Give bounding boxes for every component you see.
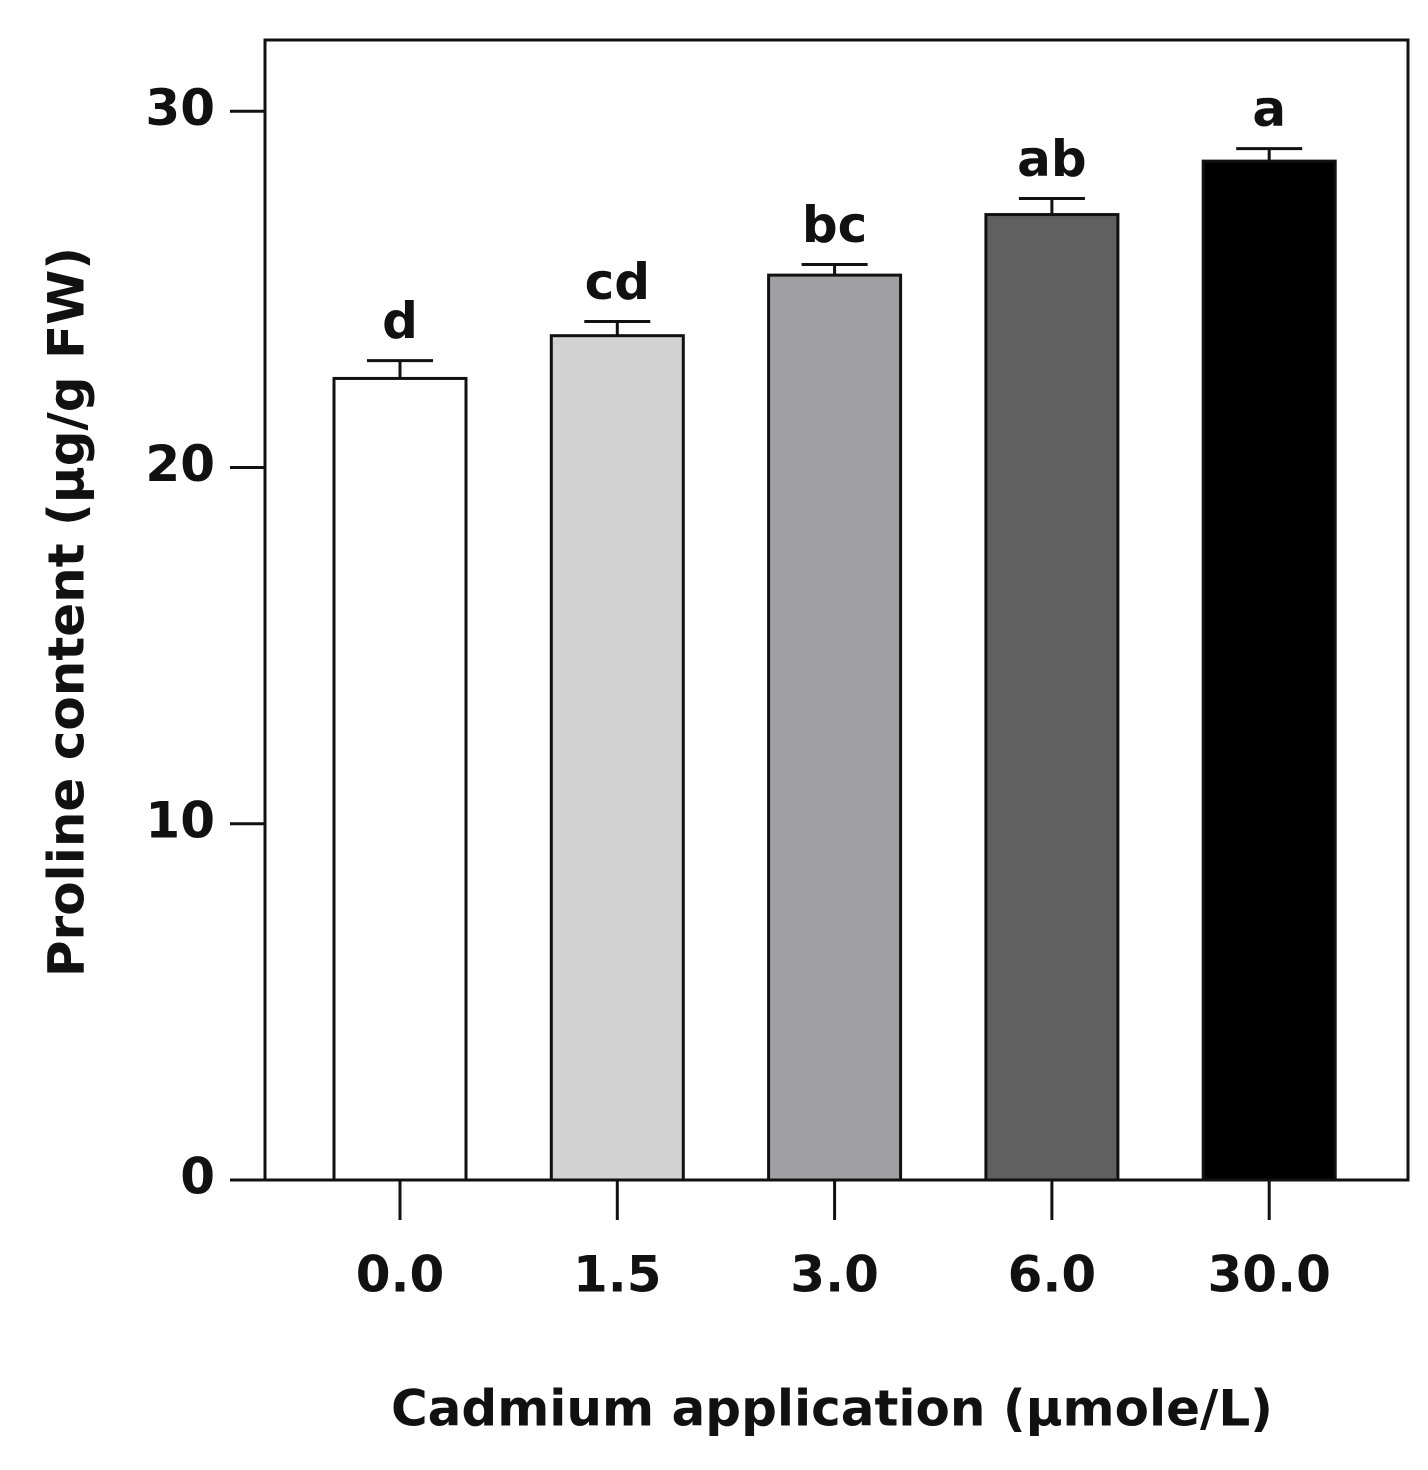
x-tick-label: 30.0 [1208,1246,1331,1304]
y-tick-label: 30 [145,79,215,137]
significance-letter: cd [585,253,650,311]
y-axis-title: Proline content (µg/g FW) [38,247,96,977]
bar [332,376,468,1182]
x-tick-label: 0.0 [356,1246,445,1304]
significance-letter: bc [802,196,867,254]
bar [549,334,685,1182]
y-tick-label: 0 [180,1148,215,1206]
bar [767,273,903,1182]
significance-letter: a [1252,80,1286,138]
x-tick-label: 3.0 [790,1246,879,1304]
x-tick-label: 6.0 [1008,1246,1097,1304]
bar [984,213,1120,1182]
x-axis-title: Cadmium application (µmole/L) [391,1380,1273,1438]
bar [1201,159,1337,1182]
x-tick-label: 1.5 [573,1246,662,1304]
y-tick-label: 10 [145,791,215,849]
significance-letter: ab [1017,130,1087,188]
y-tick-label: 20 [145,435,215,493]
significance-letter: d [382,292,418,350]
